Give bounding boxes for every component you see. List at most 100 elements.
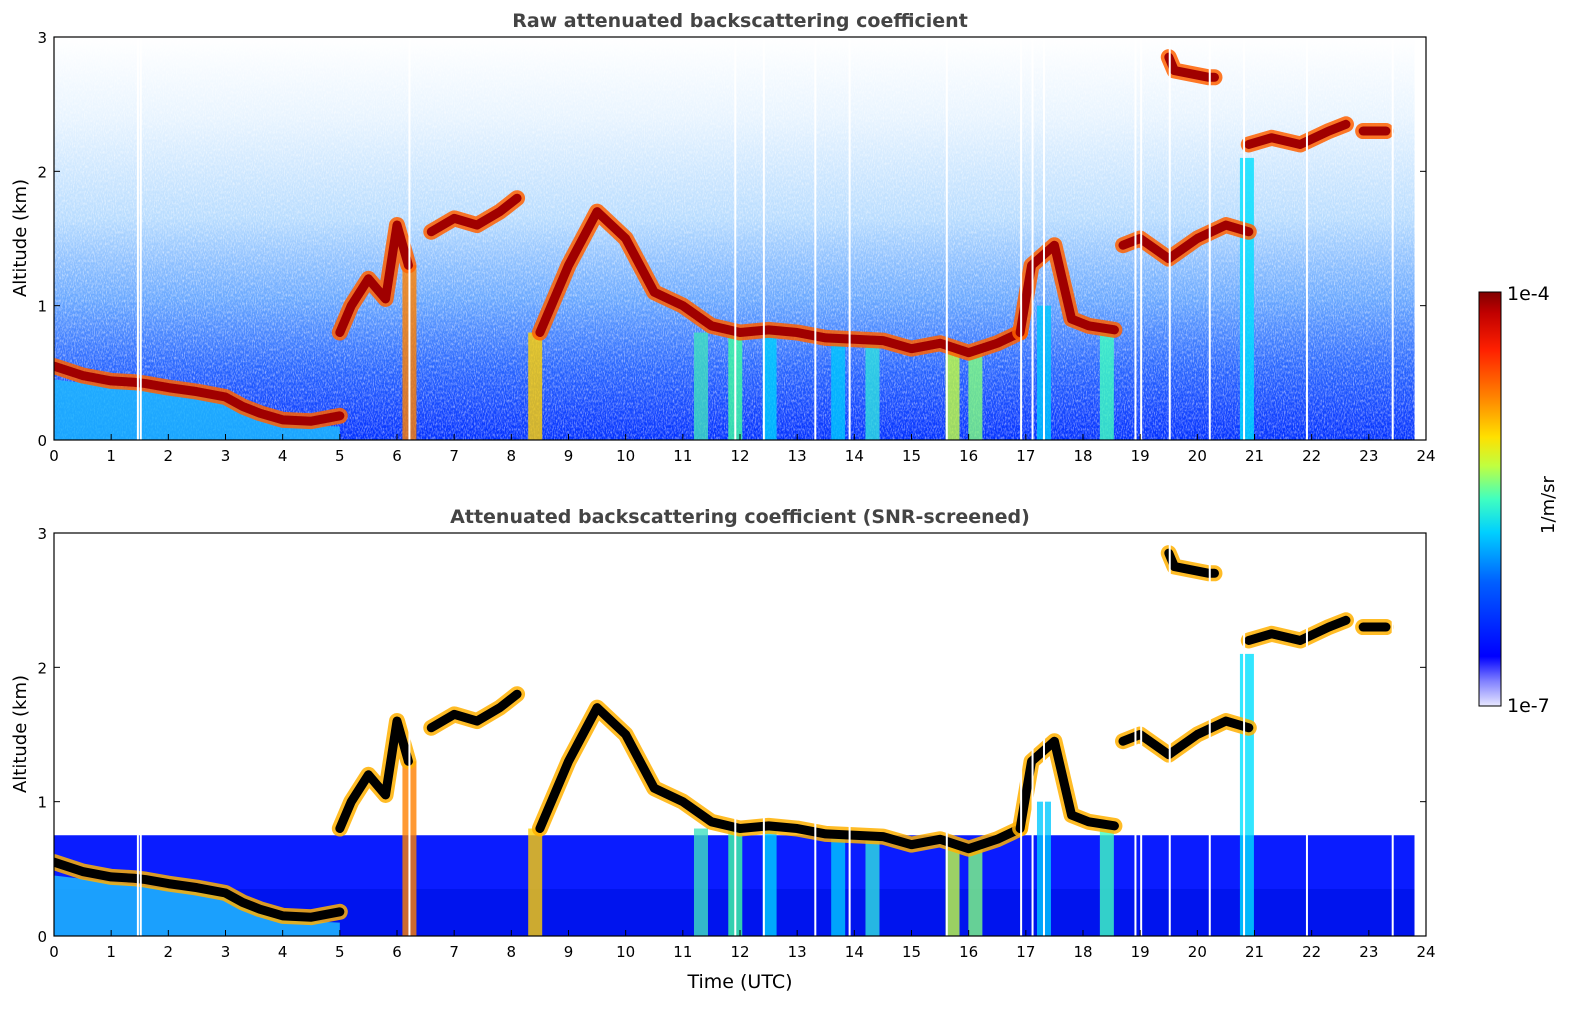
raw-x-tick-label: 9 [564,447,574,465]
screened-cloud-layer [426,689,522,733]
raw-fallstreak [528,332,543,440]
screened-data-gap [408,533,411,936]
raw-fallstreak [1099,329,1114,440]
raw-data-gap [1134,37,1137,440]
screened-x-tick-label: 22 [1302,943,1321,961]
raw-y-tick-label: 3 [37,29,47,47]
raw-backscatter-y-axis-label: Altitude (km) [10,179,31,297]
raw-data-gap [136,37,139,440]
screened-x-tick-label: 15 [902,943,921,961]
raw-y-tick-label: 2 [37,163,47,181]
raw-cloud-layer [54,361,345,426]
screened-x-tick-label: 0 [49,943,59,961]
screened-data-gap [814,533,817,936]
screened-x-tick-label: 24 [1416,943,1435,961]
screened-fallstreak [1239,653,1254,936]
screened-data-gap [136,533,139,936]
raw-y-tick-label: 0 [37,432,47,450]
raw-x-tick-label: 5 [335,447,345,465]
colorbar-min-label: 1e-7 [1507,695,1550,717]
screened-x-tick-label: 18 [1073,943,1092,961]
raw-fallstreak [693,332,708,440]
raw-x-tick-label: 20 [1188,447,1207,465]
screened-cloud-layer [1118,716,1254,760]
screened-cloud-layer [1164,548,1219,578]
raw-x-tick-label: 22 [1302,447,1321,465]
raw-x-tick-label: 11 [673,447,692,465]
screened-data-gap [139,533,142,936]
screened-y-tick-label: 1 [37,794,47,812]
raw-x-tick-label: 13 [788,447,807,465]
screened-data-gap [1140,533,1143,936]
screened-data-gap [1031,533,1034,936]
screened-fallstreak [693,828,708,936]
screened-cloud-layer [335,716,413,834]
raw-x-tick-label: 16 [959,447,978,465]
raw-cloud-layer [1244,119,1351,149]
screened-backscatter-data-gaps [136,533,1426,936]
raw-data-gap [1168,37,1171,440]
raw-fallstreak [945,345,960,440]
screened-x-tick-label: 23 [1359,943,1378,961]
raw-backscatter-data-gaps [136,37,1426,440]
screened-x-tick-label: 8 [507,943,517,961]
raw-fallstreak [762,332,777,440]
screened-x-tick-label: 11 [673,943,692,961]
screened-x-tick-label: 3 [221,943,231,961]
raw-x-tick-label: 1 [106,447,116,465]
colorbar: 1e-4 1e-7 1/m/sr [1478,283,1559,717]
raw-data-gap [1243,37,1246,440]
screened-x-tick-label: 13 [788,943,807,961]
screened-y-tick-label: 0 [37,928,47,946]
screened-backscatter-heatmap [54,533,1426,936]
raw-fallstreak [865,339,880,440]
raw-data-gap [848,37,851,440]
raw-x-tick-label: 17 [1016,447,1035,465]
screened-fallstreak [865,835,880,936]
screened-no-data-region [1414,533,1426,936]
screened-x-tick-label: 20 [1188,943,1207,961]
screened-x-tick-label: 5 [335,943,345,961]
raw-data-gap [945,37,948,440]
raw-backscatter-y-ticks: 0 1 2 3 [37,29,1426,450]
screened-data-gap [1020,533,1023,936]
screened-x-tick-label: 4 [278,943,288,961]
screened-x-tick-label: 6 [392,943,402,961]
colorbar-gradient [1478,291,1502,707]
raw-x-tick-label: 4 [278,447,288,465]
screened-backscatter-y-axis-label: Altitude (km) [10,675,31,793]
screened-data-gap [1243,533,1246,936]
screened-y-tick-label: 2 [37,659,47,677]
raw-x-tick-label: 18 [1073,447,1092,465]
screened-fallstreak [1099,825,1114,936]
screened-x-tick-label: 21 [1245,943,1264,961]
raw-backscatter-title: Raw attenuated backscattering coefficien… [512,10,968,32]
screened-x-tick-label: 10 [616,943,635,961]
screened-data-gap [945,533,948,936]
screened-x-tick-label: 17 [1016,943,1035,961]
screened-cloud-layer [1015,736,1119,834]
screened-x-tick-label: 9 [564,943,574,961]
screened-data-gap [1042,533,1045,936]
raw-x-tick-label: 24 [1416,447,1435,465]
raw-x-tick-label: 0 [49,447,59,465]
screened-surface-aerosol-band [54,875,340,936]
raw-data-gap [1020,37,1023,440]
raw-no-data-region [1414,37,1426,440]
raw-data-gap [1391,37,1394,440]
screened-data-gap [762,533,765,936]
screened-backscatter-y-ticks: 0 1 2 3 [37,525,1426,946]
colorbar-max-label: 1e-4 [1507,283,1550,305]
raw-x-tick-label: 14 [845,447,864,465]
raw-data-gap [408,37,411,440]
raw-fallstreak [831,339,846,440]
screened-data-gap [1134,533,1137,936]
raw-x-tick-label: 6 [392,447,402,465]
raw-surface-aerosol-band [54,379,340,440]
screened-cloud-layer [1244,615,1351,645]
raw-x-tick-label: 15 [902,447,921,465]
screened-backscatter-x-ticks: 0 1 2 3 4 5 6 7 8 9 10 11 12 13 14 15 16 17 18 19 20 21 22 23 24 [49,930,1436,961]
raw-cloud-layer [1164,52,1219,82]
raw-data-gap [1042,37,1045,440]
